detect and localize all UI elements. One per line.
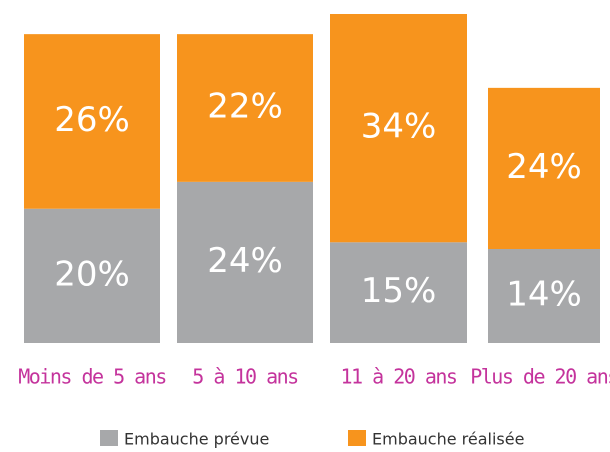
data-label: 22% — [207, 87, 283, 127]
data-label: 15% — [361, 271, 437, 311]
data-label: 34% — [361, 107, 437, 147]
bar-segment — [330, 14, 467, 243]
data-label: 24% — [506, 147, 582, 187]
legend-swatch — [100, 430, 118, 446]
bar-segment — [177, 181, 313, 343]
bar-segment — [177, 34, 313, 182]
bar-segment — [24, 34, 160, 209]
data-label: 24% — [207, 241, 283, 281]
category-label: Moins de 5 ans — [18, 365, 166, 389]
legend-label: Embauche prévue — [124, 430, 269, 449]
legend-swatch — [348, 430, 366, 446]
legend-label: Embauche réalisée — [372, 430, 524, 449]
bar-segment — [330, 242, 467, 343]
category-label: 5 à 10 ans — [192, 365, 298, 389]
category-label: 11 à 20 ans — [341, 365, 457, 389]
bar-segment — [488, 87, 600, 249]
data-label: 14% — [506, 275, 582, 315]
data-label: 26% — [54, 100, 130, 140]
bar-segment — [24, 208, 160, 343]
category-label: Plus de 20 ans — [470, 365, 610, 389]
data-label: 20% — [54, 254, 130, 294]
bar-segment — [488, 249, 600, 343]
